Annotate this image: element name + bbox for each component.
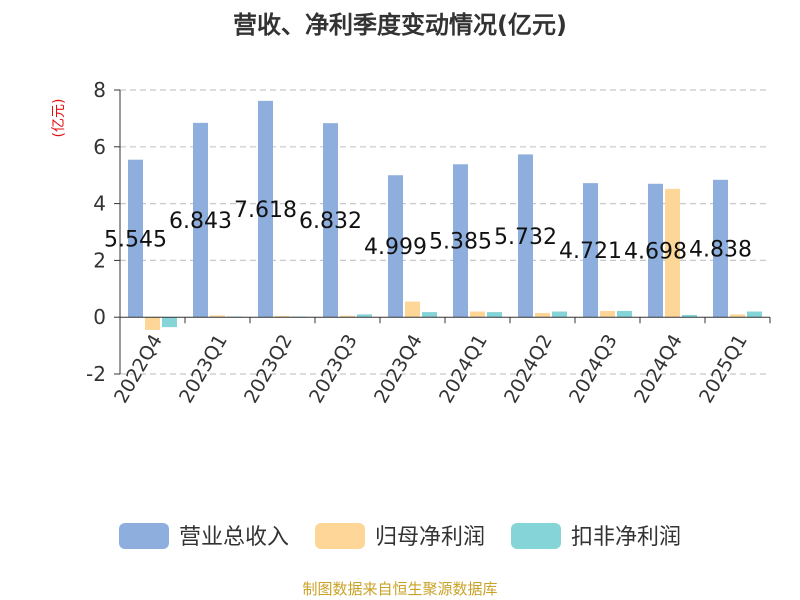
legend-label: 营业总收入 — [179, 525, 289, 550]
y-tick-label: 2 — [93, 248, 106, 272]
source-note: 制图数据来自恒生聚源数据库 — [302, 580, 497, 598]
legend-label: 扣非净利润 — [571, 525, 681, 550]
bar-deducted-net-profit — [747, 311, 762, 318]
data-label: 4.721 — [559, 239, 622, 264]
y-tick-label: 6 — [93, 135, 106, 159]
x-tick-label: 2023Q3 — [305, 331, 362, 407]
bar-parent-net-profit — [210, 315, 225, 318]
bar-deducted-net-profit — [487, 312, 502, 318]
data-label: 5.732 — [494, 225, 557, 250]
bar-revenue — [323, 123, 338, 318]
bar-revenue — [193, 122, 208, 318]
x-tick-label: 2022Q4 — [110, 331, 167, 407]
bar-parent-net-profit — [730, 314, 745, 318]
bar-parent-net-profit — [275, 316, 290, 318]
data-label: 6.843 — [169, 209, 232, 234]
legend-label: 归母净利润 — [375, 525, 485, 550]
chart-title: 营收、净利季度变动情况(亿元) — [233, 11, 567, 39]
bar-deducted-net-profit — [552, 311, 567, 318]
bar-deducted-net-profit — [357, 314, 372, 318]
bars-layer — [128, 100, 762, 330]
data-label: 5.385 — [429, 230, 492, 255]
legend-swatch — [315, 523, 365, 549]
y-axis-label: (亿元) — [51, 99, 67, 138]
legend: 营业总收入 归母净利润 扣非净利润 — [119, 523, 681, 550]
bar-revenue — [648, 183, 663, 318]
y-tick-label: 0 — [93, 305, 106, 329]
bar-deducted-net-profit — [682, 314, 697, 318]
data-label: 5.545 — [104, 227, 167, 252]
x-tick-label: 2024Q2 — [500, 331, 557, 407]
data-label: 4.999 — [364, 235, 427, 260]
data-label: 7.618 — [234, 198, 297, 223]
data-label: 4.698 — [624, 239, 687, 264]
y-tick-label: 4 — [93, 192, 106, 216]
bar-revenue — [258, 100, 273, 318]
bar-deducted-net-profit — [617, 310, 632, 318]
x-tick-label: 2024Q4 — [630, 331, 687, 407]
bar-revenue — [453, 164, 468, 318]
bar-deducted-net-profit — [422, 312, 437, 318]
data-label: 4.838 — [689, 238, 752, 263]
bar-parent-net-profit — [340, 315, 355, 318]
bar-parent-net-profit — [535, 312, 550, 318]
x-tick-label: 2023Q2 — [240, 331, 297, 407]
y-tick-label: -2 — [86, 362, 106, 386]
legend-swatch — [511, 523, 561, 549]
bar-revenue — [388, 175, 403, 318]
bar-revenue — [713, 179, 728, 318]
bar-parent-net-profit — [600, 310, 615, 318]
bar-revenue — [518, 154, 533, 318]
bar-revenue — [583, 183, 598, 318]
bar-parent-net-profit — [405, 301, 420, 318]
x-tick-label: 2024Q3 — [565, 331, 622, 407]
bar-parent-net-profit — [665, 188, 680, 318]
x-tick-label: 2023Q4 — [370, 331, 427, 407]
legend-swatch — [119, 523, 169, 549]
x-tick-label: 2023Q1 — [175, 331, 232, 407]
bar-parent-net-profit — [145, 317, 160, 330]
bar-revenue — [128, 159, 143, 318]
data-label: 6.832 — [299, 209, 362, 234]
x-tick-label: 2024Q1 — [435, 331, 492, 407]
y-tick-label: 8 — [93, 78, 106, 102]
bar-deducted-net-profit — [162, 317, 177, 328]
x-tick-label: 2025Q1 — [695, 331, 752, 407]
bar-parent-net-profit — [470, 311, 485, 318]
